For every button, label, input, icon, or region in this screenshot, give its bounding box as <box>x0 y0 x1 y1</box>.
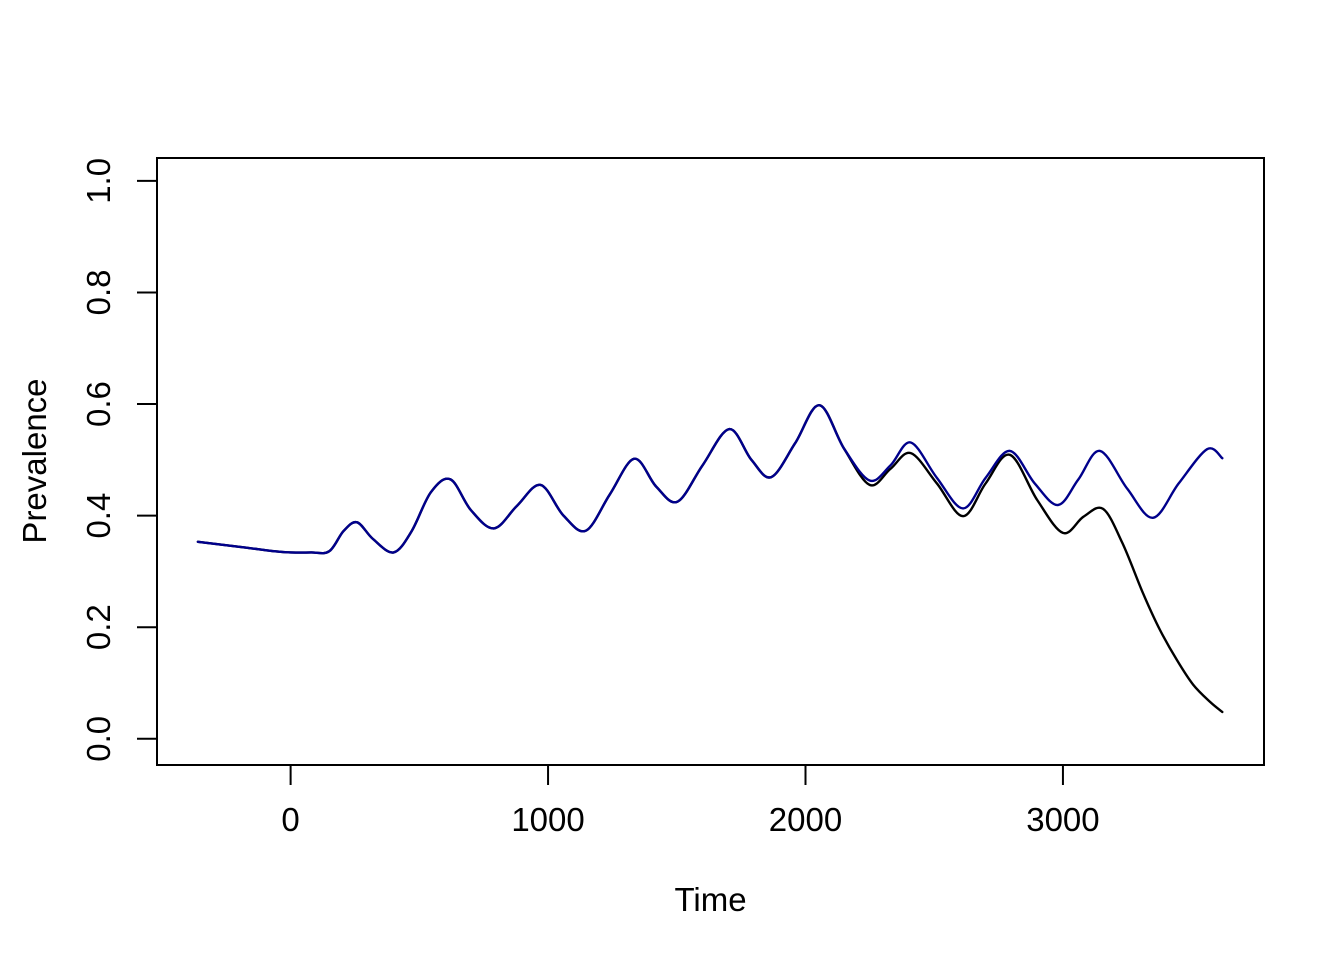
y-tick-label: 0.2 <box>80 604 117 650</box>
plot-box <box>156 157 1265 766</box>
y-tick-label: 0.0 <box>80 716 117 762</box>
series-path-blue-line <box>196 404 1224 555</box>
x-tick-label: 3000 <box>1026 801 1099 838</box>
x-tick-label: 0 <box>281 801 299 838</box>
y-tick-label: 0.6 <box>80 381 117 427</box>
y-tick-label: 1.0 <box>80 158 117 204</box>
y-tick-label: 0.4 <box>80 493 117 539</box>
y-tick-label: 0.8 <box>80 270 117 316</box>
x-tick-label: 2000 <box>769 801 842 838</box>
x-tick-label: 1000 <box>511 801 584 838</box>
